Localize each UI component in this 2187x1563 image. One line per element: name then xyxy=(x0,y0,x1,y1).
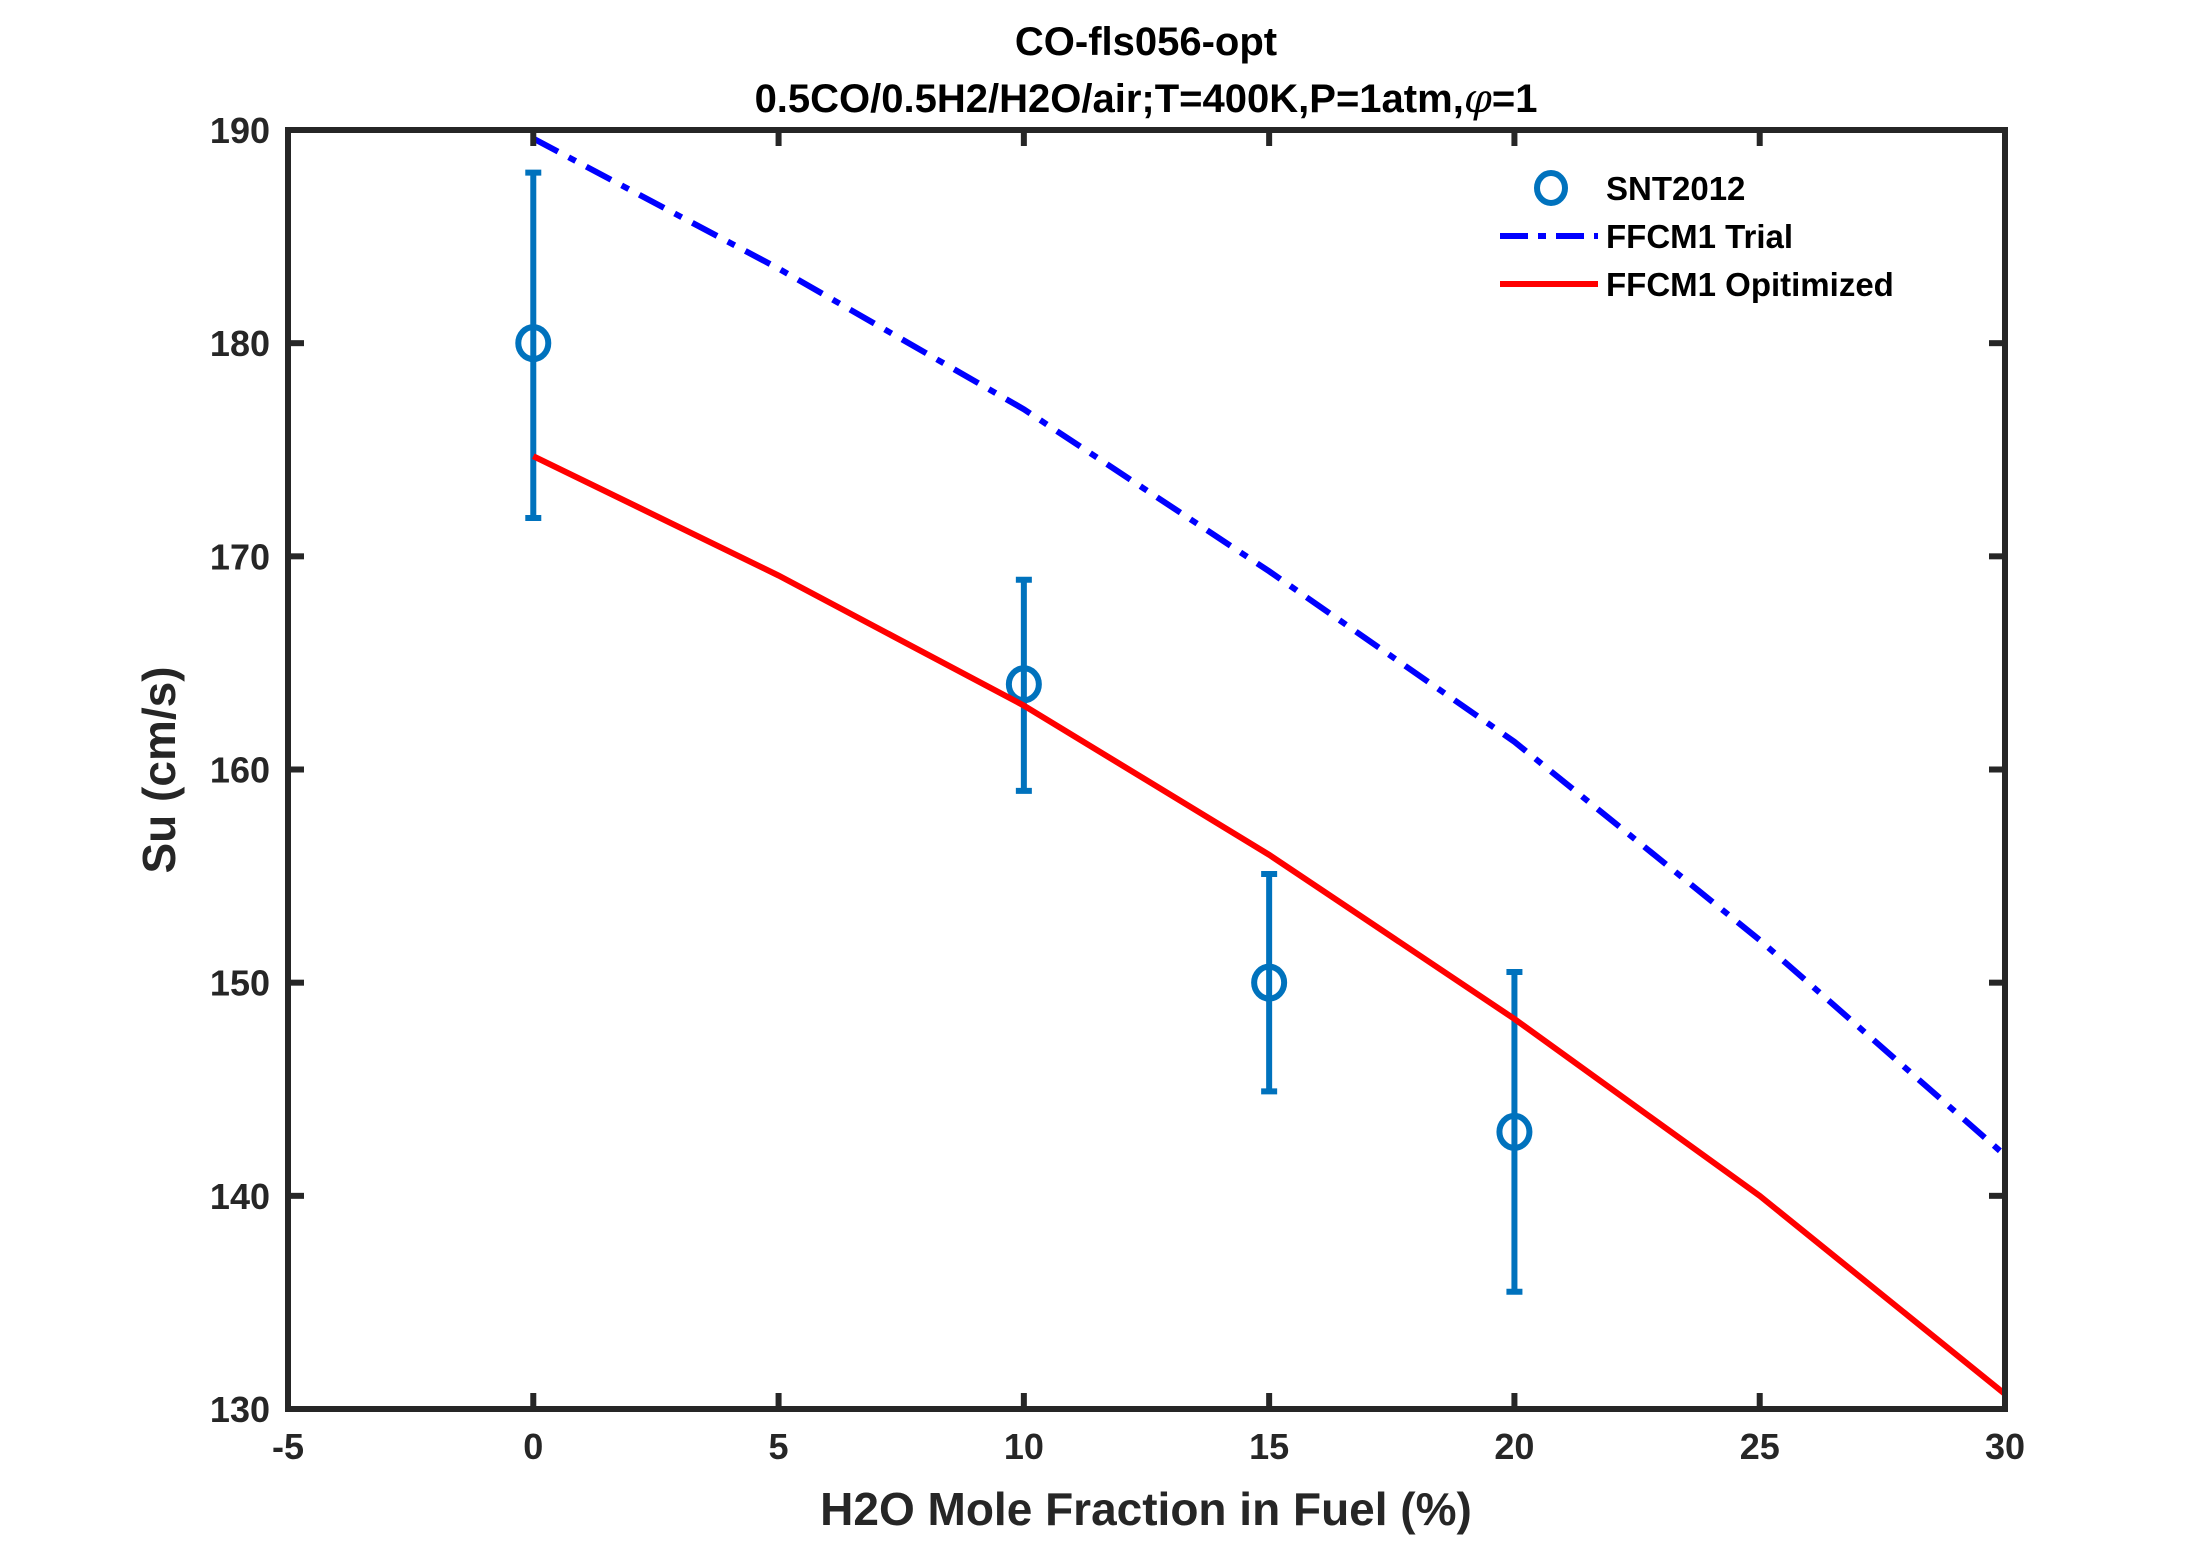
data-point-snt2012 xyxy=(1496,1112,1533,1151)
legend-label: FFCM1 Trial xyxy=(1606,218,1793,255)
chart-subtitle: 0.5CO/0.5H2/H2O/air;T=400K,P=1atm,φ=1 xyxy=(755,76,1538,122)
x-tick-label: 0 xyxy=(523,1426,543,1467)
legend-label: FFCM1 Opitimized xyxy=(1606,266,1894,303)
data-point-snt2012 xyxy=(1005,665,1042,704)
y-tick-label: 190 xyxy=(210,110,270,151)
y-tick-label: 180 xyxy=(210,323,270,364)
legend-label: SNT2012 xyxy=(1606,170,1745,207)
legend: SNT2012 FFCM1 Trial FFCM1 Opitimized xyxy=(1500,170,1894,303)
y-axis-label: Su (cm/s) xyxy=(133,666,185,873)
x-tick-label: 5 xyxy=(769,1426,789,1467)
plot-frame xyxy=(285,127,2008,1412)
y-tick-label: 130 xyxy=(210,1389,270,1430)
x-tick-label: 15 xyxy=(1249,1426,1289,1467)
x-tick-label: 25 xyxy=(1740,1426,1780,1467)
data-point-snt2012 xyxy=(1251,963,1288,1002)
x-tick-label: 20 xyxy=(1494,1426,1534,1467)
series-line-ffcm1-trial xyxy=(531,135,2005,1158)
y-tick-label: 170 xyxy=(210,536,270,577)
x-tick-label: -5 xyxy=(272,1426,304,1467)
x-tick-label: 10 xyxy=(1004,1426,1044,1467)
y-tick-label: 150 xyxy=(210,963,270,1004)
y-tick-label: 140 xyxy=(210,1176,270,1217)
x-tick-label: 30 xyxy=(1985,1426,2025,1467)
x-axis-label: H2O Mole Fraction in Fuel (%) xyxy=(820,1483,1472,1535)
data-point-snt2012 xyxy=(515,324,552,363)
y-tick-label: 160 xyxy=(210,750,270,791)
series-line-ffcm1-opitimized xyxy=(531,453,2005,1397)
legend-marker-icon xyxy=(1534,170,1568,206)
chart-title: CO-fls056-opt xyxy=(1015,20,1277,64)
